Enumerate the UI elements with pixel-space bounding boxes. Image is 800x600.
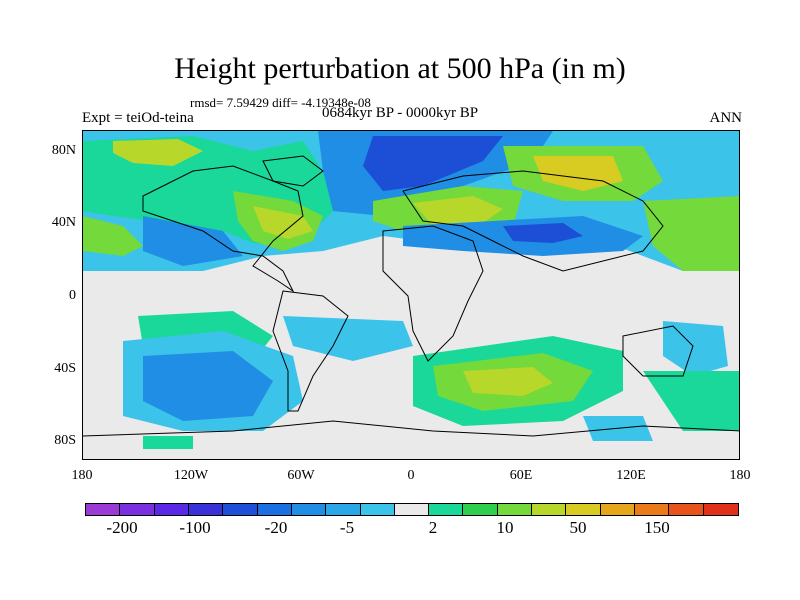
colorbar-box	[257, 504, 292, 515]
colorbar-box	[326, 504, 361, 515]
colorbar-label-10: 10	[496, 518, 514, 537]
lon-label-180w: 180	[71, 468, 93, 483]
stats-text: rmsd= 7.59429 diff= -4.19348e-08	[190, 95, 371, 110]
field-positive-pacific	[643, 196, 739, 271]
colorbar-box	[669, 504, 704, 515]
map-svg	[83, 131, 739, 459]
colorbar-box	[86, 504, 121, 515]
colorbar-box	[532, 504, 567, 515]
colorbar-label-2: 2	[428, 518, 438, 537]
field-strong-negative-europe-north	[363, 136, 503, 191]
field-positive-pacific-west	[83, 216, 143, 256]
colorbar-box	[188, 504, 224, 515]
lat-label-80s: 80S	[54, 433, 76, 448]
coastline-layer	[83, 155, 739, 437]
contour-fill-layer-south	[123, 311, 739, 449]
lon-label-0: 0	[407, 468, 415, 483]
field-neutral-band	[83, 271, 739, 276]
colorbar-box	[429, 504, 464, 515]
lon-label-60w: 60W	[287, 468, 315, 483]
colorbar-box	[635, 504, 670, 515]
colorbar-box	[223, 504, 258, 515]
field-strong-positive-siberia	[533, 156, 623, 191]
colorbar-label-neg20: -20	[264, 518, 288, 537]
colorbar-box	[120, 504, 155, 515]
coast-australia	[622, 325, 694, 377]
colorbar-box	[291, 504, 327, 515]
colorbar-label-150: 150	[644, 518, 670, 537]
field-strong-positive-arctic	[113, 139, 203, 166]
lon-label-180e: 180	[729, 468, 751, 483]
coast-eurasia	[402, 170, 664, 272]
colorbar-box	[360, 504, 395, 515]
field-negative-southpacific	[143, 351, 273, 421]
lat-label-80n: 80N	[51, 143, 76, 158]
field-strong-negative-asia	[503, 223, 583, 243]
colorbar-label-neg200: -200	[106, 518, 138, 537]
lon-label-60e: 60E	[509, 468, 533, 483]
coast-africa	[382, 225, 484, 362]
field-weak-negative-australia	[663, 321, 728, 376]
plot-title: Height perturbation at 500 hPa (in m)	[174, 52, 626, 85]
coast-greenland	[262, 155, 324, 187]
coast-antarctica	[83, 420, 739, 437]
map-plot-area	[82, 130, 740, 460]
experiment-label: Expt = teiOd-teina	[82, 110, 194, 126]
lat-label-40s: 40S	[54, 361, 76, 376]
colorbar-label-neg5: -5	[339, 518, 355, 537]
lon-label-120e: 120E	[616, 468, 646, 483]
contour-fill-layer	[83, 131, 739, 276]
colorbar-box	[566, 504, 601, 515]
colorbar-label-neg100: -100	[179, 518, 211, 537]
colorbar-box	[463, 504, 498, 515]
coast-south-america	[272, 290, 349, 412]
colorbar-box	[154, 504, 189, 515]
field-negative-northpacific	[143, 216, 243, 266]
colorbar-box	[394, 504, 430, 515]
coast-north-america	[142, 165, 304, 293]
colorbar-box	[703, 504, 738, 515]
lat-label-0: 0	[69, 288, 76, 303]
colorbar-box	[497, 504, 533, 515]
colorbar	[85, 503, 739, 516]
field-weak-negative-southatlantic	[283, 316, 413, 361]
season-label: ANN	[709, 110, 743, 126]
period-label: 0684kyr BP - 0000kyr BP	[322, 105, 479, 121]
field-very-strong-positive-indianocean	[463, 367, 553, 396]
lat-label-40n: 40N	[51, 215, 76, 230]
field-positive-antarctica	[143, 436, 193, 449]
field-strong-positive-atlantic-west	[253, 206, 313, 239]
field-positive-southwest	[643, 371, 739, 431]
field-strong-positive-eurasia	[413, 196, 503, 226]
lon-label-120w: 120W	[173, 468, 209, 483]
colorbar-label-50: 50	[569, 518, 587, 537]
colorbar-box	[600, 504, 635, 515]
